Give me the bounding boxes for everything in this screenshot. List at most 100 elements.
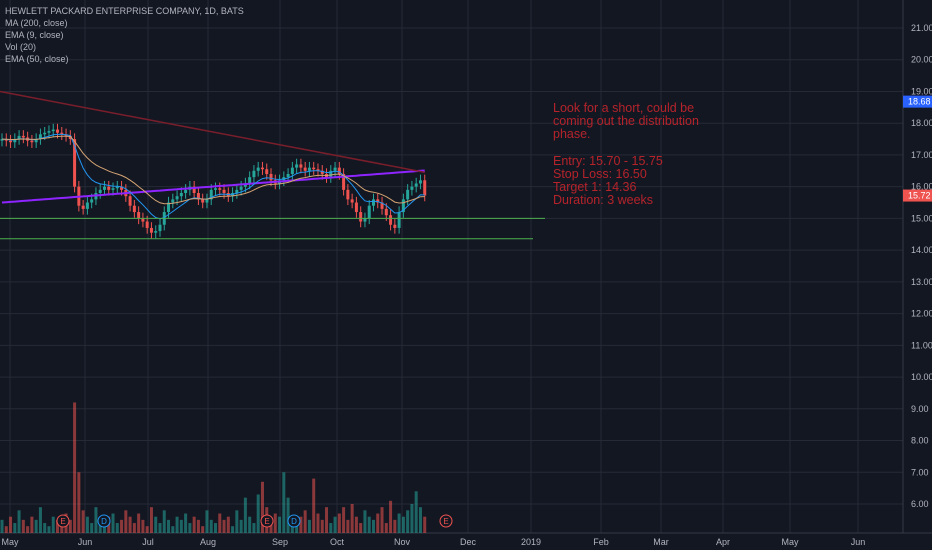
candle-body — [167, 202, 171, 213]
candle-body — [111, 188, 115, 190]
price-badge-bg — [903, 189, 932, 202]
volume-bar — [278, 516, 282, 533]
candle-body — [406, 189, 410, 200]
volume-bar — [179, 519, 183, 533]
candle-body — [342, 173, 346, 190]
volume-bar — [9, 516, 13, 533]
volume-bar — [299, 516, 303, 533]
volume-bar — [333, 516, 337, 533]
candle-body — [175, 196, 179, 200]
candle-body — [320, 170, 324, 174]
candle-body — [38, 134, 42, 140]
candle-body — [209, 189, 213, 200]
volume-bar — [184, 513, 188, 533]
volume-bar — [98, 519, 102, 533]
volume-bar — [120, 519, 124, 533]
volume-bar — [342, 507, 346, 533]
note-target: Target 1: 14.36 — [553, 180, 637, 195]
event-marker-dividend — [287, 514, 301, 528]
volume-bar — [0, 519, 4, 533]
volume-bar — [85, 516, 89, 533]
volume-bar — [175, 516, 179, 533]
volume-bar — [60, 523, 64, 533]
volume-bar — [423, 516, 427, 533]
event-marker-earnings — [260, 514, 274, 528]
candle-body — [401, 199, 405, 213]
indicator-vol20[interactable]: Vol (20) — [5, 42, 37, 52]
y-tick-label: 15.00 — [911, 213, 932, 223]
x-tick-label: Jul — [142, 537, 154, 547]
candle-body — [60, 132, 64, 135]
candle-body — [295, 164, 299, 168]
note-duration: Duration: 3 weeks — [553, 193, 654, 208]
volume-bar — [252, 523, 256, 533]
candle-body — [350, 199, 354, 203]
volume-bar — [17, 510, 21, 533]
candle-body — [149, 227, 153, 233]
indicator-ma200[interactable]: MA (200, close) — [5, 18, 68, 28]
candle-body — [98, 189, 102, 194]
candle-body — [115, 186, 119, 189]
volume-bar — [38, 507, 42, 533]
price-badge: 18.68 — [903, 95, 932, 108]
volume-bar — [201, 526, 205, 533]
volume-bar — [239, 519, 243, 533]
price-badge-label: 18.68 — [908, 97, 931, 107]
y-tick-label: 17.00 — [911, 150, 932, 160]
candle-body — [414, 183, 418, 187]
volume-bar — [363, 510, 367, 533]
x-tick-label: May — [1, 537, 19, 547]
price-badge-bg — [903, 95, 932, 108]
y-tick-label: 6.00 — [911, 499, 929, 509]
candle-body — [389, 215, 393, 225]
candle-body — [171, 199, 175, 203]
volume-bar — [303, 510, 307, 533]
candle-body — [102, 186, 106, 190]
candle-body — [423, 180, 427, 196]
candle-body — [128, 196, 132, 206]
volume-bar — [260, 481, 264, 533]
volume-bar — [243, 497, 247, 533]
volume-bar — [235, 510, 239, 533]
candle-body — [346, 189, 350, 200]
indicator-ema50[interactable]: EMA (50, close) — [5, 54, 69, 64]
candle-body — [73, 139, 77, 187]
volume-bar — [196, 519, 200, 533]
symbol-title: HEWLETT PACKARD ENTERPRISE COMPANY, 1D, … — [5, 6, 244, 16]
x-tick-label: Jun — [78, 537, 93, 547]
volume-bar — [218, 513, 222, 533]
candle-body — [312, 167, 316, 170]
candle-body — [269, 173, 273, 181]
volume-bar — [68, 519, 72, 533]
event-marker-label: D — [101, 517, 107, 526]
indicator-ema9[interactable]: EMA (9, close) — [5, 30, 64, 40]
volume-bar — [418, 507, 422, 533]
candle-body — [154, 231, 158, 233]
volume-bar — [397, 513, 401, 533]
candle-body — [256, 167, 260, 171]
candle-body — [17, 135, 21, 140]
volume-bar — [226, 516, 230, 533]
volume-bar — [380, 507, 384, 533]
volume-bar — [359, 523, 363, 533]
candle-body — [85, 202, 89, 209]
candle-body — [196, 193, 200, 200]
x-tick-label: Aug — [200, 537, 216, 547]
volume-bar — [137, 513, 141, 533]
volume-bar — [167, 519, 171, 533]
candle-body — [260, 167, 264, 170]
candle-body — [410, 186, 414, 190]
volume-bar — [111, 513, 115, 533]
ma200-line — [1, 169, 425, 204]
candle-body — [239, 186, 243, 190]
volume-bar — [350, 504, 354, 533]
event-marker-label: E — [60, 517, 65, 526]
candle-body — [316, 169, 320, 171]
candle-body — [380, 202, 384, 209]
event-marker-earnings — [439, 514, 453, 528]
volume-bar — [192, 516, 196, 533]
volume-bar — [273, 513, 277, 533]
chart-legend: HEWLETT PACKARD ENTERPRISE COMPANY, 1D, … — [5, 5, 244, 65]
price-badge-label: 15.72 — [908, 191, 931, 201]
